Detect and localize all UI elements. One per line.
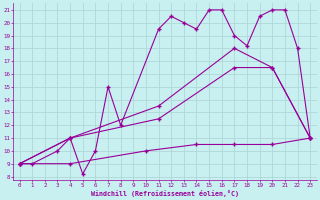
X-axis label: Windchill (Refroidissement éolien,°C): Windchill (Refroidissement éolien,°C)	[91, 190, 239, 197]
